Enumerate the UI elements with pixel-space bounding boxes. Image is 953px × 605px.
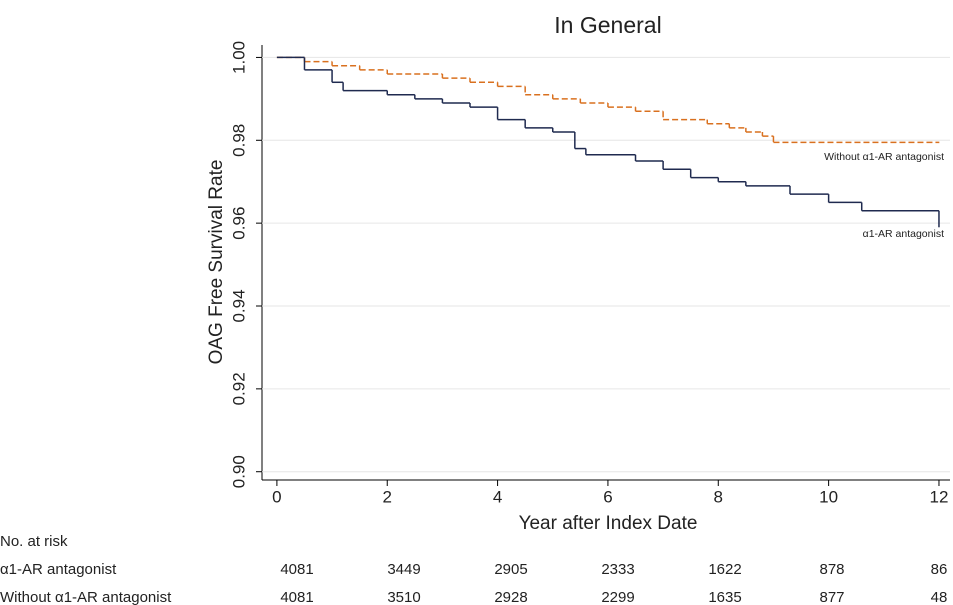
- x-tick-label: 12: [930, 487, 949, 506]
- x-tick-label: 2: [383, 487, 392, 506]
- risk-value: 4081: [280, 561, 313, 578]
- y-tick-label: 0.96: [229, 207, 248, 240]
- y-tick-label: 0.90: [229, 455, 248, 488]
- y-tick-label: 1.00: [229, 41, 248, 74]
- risk-row-label: Without α1-AR antagonist: [0, 589, 172, 605]
- risk-value: 2928: [494, 589, 527, 605]
- x-tick-label: 4: [493, 487, 502, 506]
- risk-value: 86: [931, 561, 948, 578]
- x-tick-label: 0: [272, 487, 281, 506]
- risk-value: 1622: [708, 561, 741, 578]
- x-tick-label: 8: [714, 487, 723, 506]
- risk-value: 2905: [494, 561, 527, 578]
- y-tick-label: 0.98: [229, 124, 248, 157]
- y-axis-label: OAG Free Survival Rate: [206, 160, 227, 365]
- series-label: α1-AR antagonist: [863, 228, 944, 240]
- risk-value: 4081: [280, 589, 313, 605]
- y-tick-label: 0.92: [229, 372, 248, 405]
- risk-value: 878: [819, 561, 844, 578]
- risk-value: 3449: [387, 561, 420, 578]
- x-tick-label: 6: [603, 487, 612, 506]
- chart-title: In General: [554, 12, 661, 38]
- risk-value: 1635: [708, 589, 741, 605]
- y-tick-label: 0.94: [229, 289, 248, 322]
- risk-value: 2333: [601, 561, 634, 578]
- risk-value: 2299: [601, 589, 634, 605]
- risk-row-label: α1-AR antagonist: [0, 561, 117, 578]
- risk-value: 877: [819, 589, 844, 605]
- risk-table-title: No. at risk: [0, 533, 68, 550]
- series-label: Without α1-AR antagonist: [824, 151, 944, 163]
- x-tick-label: 10: [819, 487, 838, 506]
- x-axis-label: Year after Index Date: [519, 513, 698, 534]
- risk-value: 48: [931, 589, 948, 605]
- risk-value: 3510: [387, 589, 420, 605]
